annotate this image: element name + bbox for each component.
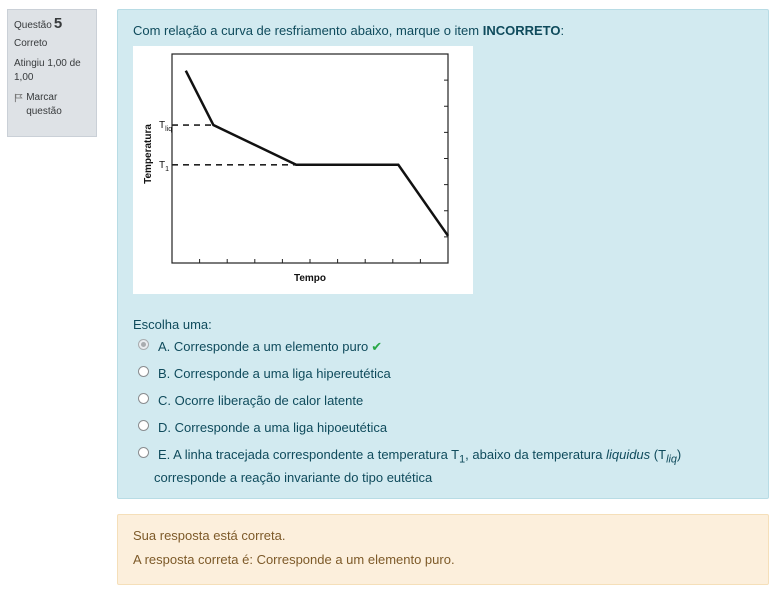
feedback-correct: Sua resposta está correta. xyxy=(133,528,286,543)
question-formulation: Com relação a curva de resfriamento abai… xyxy=(117,9,769,499)
question-text: Com relação a curva de resfriamento abai… xyxy=(133,23,565,38)
question-grade: Atingiu 1,00 de 1,00 xyxy=(14,58,81,83)
cooling-curve-chart: Tempo Temperatura Tliq T1 xyxy=(133,46,473,294)
flag-icon xyxy=(14,93,23,103)
option-b-radio[interactable] xyxy=(138,366,149,377)
answer-options: A. Corresponde a um elemento puro ✔ B. Co… xyxy=(138,338,758,486)
flag-question-link[interactable]: Marcar questão xyxy=(14,91,90,119)
feedback-box: Sua resposta está correta. A resposta co… xyxy=(117,514,769,585)
question-number: Questão 5 xyxy=(14,15,63,32)
question-state: Correto xyxy=(14,38,48,49)
plot-frame xyxy=(171,53,449,264)
x-axis-label: Tempo xyxy=(294,273,326,284)
option-b-label: B. Corresponde a uma liga hipereutética xyxy=(158,366,391,381)
reference-line-label: Tliq xyxy=(159,120,172,133)
chart-svg: Tempo Temperatura Tliq T1 xyxy=(143,53,450,284)
option-c-radio[interactable] xyxy=(138,393,149,404)
cooling-curve-line xyxy=(184,70,450,237)
correct-check-icon: ✔ xyxy=(371,339,383,354)
option-b[interactable]: B. Corresponde a uma liga hipereutética xyxy=(138,365,758,392)
option-d-radio[interactable] xyxy=(138,420,149,431)
feedback-right-answer: A resposta correta é: Corresponde a um e… xyxy=(133,552,455,567)
reference-line-label: T1 xyxy=(159,160,169,173)
option-a[interactable]: A. Corresponde a um elemento puro ✔ xyxy=(138,338,758,365)
answer-prompt: Escolha uma: xyxy=(133,317,212,332)
option-d[interactable]: D. Corresponde a uma liga hipoeutética xyxy=(138,419,758,446)
option-e-label: E. A linha tracejada correspondente a te… xyxy=(154,447,682,485)
option-c[interactable]: C. Ocorre liberação de calor latente xyxy=(138,392,758,419)
option-a-radio[interactable] xyxy=(138,339,149,350)
option-a-label: A. Corresponde a um elemento puro xyxy=(158,339,369,354)
question-info: Questão 5 Correto Atingiu 1,00 de 1,00 Ma… xyxy=(7,9,97,137)
option-e[interactable]: E. A linha tracejada correspondente a te… xyxy=(138,446,758,486)
option-d-label: D. Corresponde a uma liga hipoeutética xyxy=(158,420,388,435)
option-e-radio[interactable] xyxy=(138,447,149,458)
y-axis-label: Temperatura xyxy=(143,124,154,184)
option-c-label: C. Ocorre liberação de calor latente xyxy=(158,393,364,408)
